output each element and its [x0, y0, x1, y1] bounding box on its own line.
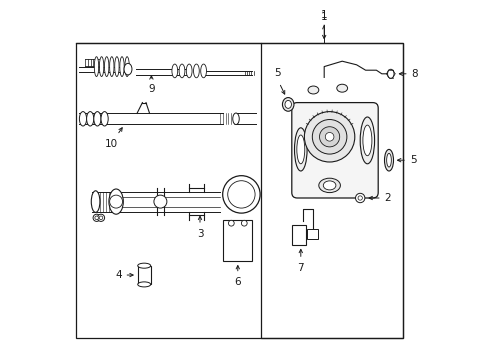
- Ellipse shape: [363, 125, 372, 156]
- Text: 5: 5: [274, 68, 281, 78]
- Ellipse shape: [79, 112, 87, 126]
- Ellipse shape: [194, 64, 199, 78]
- Text: 7: 7: [297, 263, 304, 273]
- Ellipse shape: [323, 181, 336, 190]
- Circle shape: [99, 216, 103, 220]
- Circle shape: [154, 195, 167, 208]
- Circle shape: [312, 120, 347, 154]
- Ellipse shape: [186, 64, 192, 78]
- Ellipse shape: [104, 57, 109, 77]
- Circle shape: [319, 127, 340, 147]
- Bar: [292, 225, 306, 245]
- Circle shape: [95, 216, 98, 220]
- Ellipse shape: [120, 57, 124, 77]
- FancyBboxPatch shape: [292, 103, 378, 198]
- Text: 6: 6: [235, 277, 241, 287]
- Circle shape: [93, 214, 100, 221]
- Ellipse shape: [282, 98, 294, 111]
- Circle shape: [222, 176, 260, 213]
- Ellipse shape: [138, 263, 151, 268]
- Bar: [138, 266, 151, 284]
- Text: 1: 1: [321, 10, 327, 20]
- Text: 4: 4: [115, 270, 122, 280]
- Ellipse shape: [201, 64, 206, 78]
- Ellipse shape: [109, 189, 123, 214]
- Text: 5: 5: [410, 155, 416, 165]
- Bar: [261, 43, 403, 338]
- Ellipse shape: [233, 113, 239, 125]
- Ellipse shape: [297, 135, 305, 164]
- Ellipse shape: [125, 57, 129, 77]
- Ellipse shape: [94, 57, 98, 77]
- Text: 3: 3: [196, 229, 203, 239]
- Bar: [76, 43, 403, 338]
- Text: 8: 8: [412, 69, 418, 79]
- Ellipse shape: [388, 69, 394, 78]
- Ellipse shape: [115, 57, 119, 77]
- Circle shape: [110, 195, 122, 208]
- Ellipse shape: [360, 117, 374, 164]
- Ellipse shape: [94, 112, 101, 126]
- Ellipse shape: [308, 86, 319, 94]
- Text: 1: 1: [321, 12, 327, 22]
- Circle shape: [325, 132, 334, 141]
- Bar: [223, 220, 252, 261]
- Ellipse shape: [337, 84, 347, 92]
- Ellipse shape: [319, 178, 341, 193]
- Ellipse shape: [285, 100, 292, 108]
- Ellipse shape: [387, 153, 392, 167]
- Ellipse shape: [91, 191, 100, 212]
- Ellipse shape: [294, 128, 307, 171]
- Ellipse shape: [101, 112, 108, 126]
- Text: 2: 2: [385, 193, 392, 203]
- Circle shape: [98, 214, 104, 221]
- Ellipse shape: [87, 112, 94, 126]
- Ellipse shape: [179, 64, 185, 78]
- Circle shape: [228, 181, 255, 208]
- Circle shape: [242, 220, 247, 226]
- Ellipse shape: [172, 64, 178, 78]
- Circle shape: [304, 112, 355, 162]
- Ellipse shape: [99, 57, 104, 77]
- Circle shape: [356, 193, 365, 203]
- Circle shape: [228, 220, 234, 226]
- Bar: [307, 229, 318, 239]
- Text: 10: 10: [105, 139, 119, 149]
- Text: 9: 9: [148, 84, 155, 94]
- Ellipse shape: [138, 282, 151, 287]
- Circle shape: [358, 196, 363, 200]
- Ellipse shape: [110, 57, 114, 77]
- Ellipse shape: [124, 63, 132, 75]
- Ellipse shape: [385, 149, 393, 171]
